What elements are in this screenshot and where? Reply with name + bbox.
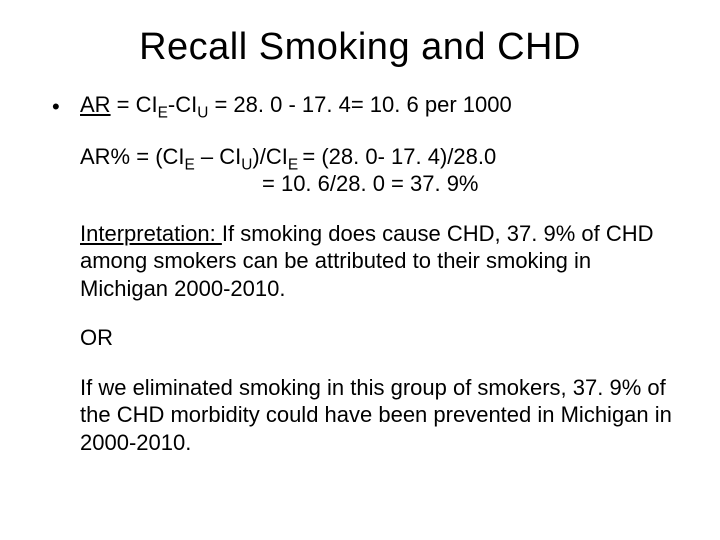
ar-label: AR [80,92,111,117]
arp-sub-u: U [241,156,252,173]
ar-rest: = 28. 0 - 17. 4= 10. 6 per 1000 [208,92,511,117]
arp-rest1: = (28. 0- 17. 4)/28.0 [302,144,496,169]
arp-mid: – CI [195,144,241,169]
interpretation-label: Interpretation: [80,221,222,246]
alt-interpretation-para: If we eliminated smoking in this group o… [80,374,672,457]
arp-sub-e1: E [185,156,195,173]
bullet-icon: • [48,91,80,121]
or-para: OR [80,324,672,352]
slide: Recall Smoking and CHD • AR = CIE-CIU = … [0,0,720,540]
interpretation-para: Interpretation: If smoking does cause CH… [80,220,672,303]
ar-mid: = CI [111,92,158,117]
arp-prefix: AR% = (CI [80,144,185,169]
ar-dash: -CI [168,92,197,117]
arp-line2: = 10. 6/28. 0 = 37. 9% [80,170,672,198]
arp-formula-block: AR% = (CIE – CIU)/CIE = (28. 0- 17. 4)/2… [80,143,672,198]
slide-title: Recall Smoking and CHD [48,26,672,69]
ar-sub-e: E [158,104,168,121]
ar-formula: AR = CIE-CIU = 28. 0 - 17. 4= 10. 6 per … [80,91,672,119]
bullet-line-ar: • AR = CIE-CIU = 28. 0 - 17. 4= 10. 6 pe… [48,91,672,121]
ar-sub-u: U [197,104,208,121]
arp-line1: AR% = (CIE – CIU)/CIE = (28. 0- 17. 4)/2… [80,143,672,171]
arp-mid2: )/CI [252,144,287,169]
